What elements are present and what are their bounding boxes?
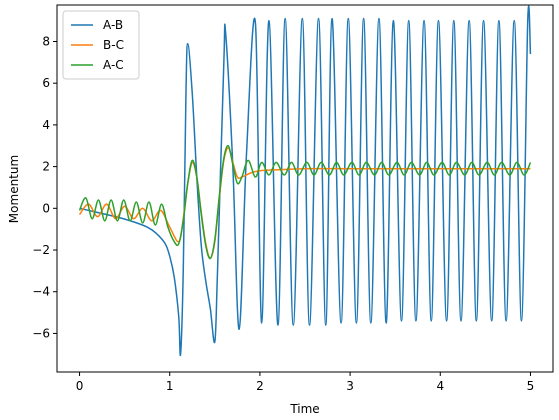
- y-tick-label: 0: [42, 201, 50, 215]
- x-tick-label: 2: [256, 379, 264, 393]
- x-tick-label: 3: [346, 379, 354, 393]
- y-axis-label: Momentum: [7, 155, 21, 223]
- y-tick-label: −6: [32, 326, 50, 340]
- series-line-a-c: [78, 144, 532, 260]
- x-axis: 0 1 2 3 4 5: [76, 372, 535, 393]
- legend-label-a-c: A-C: [103, 58, 124, 72]
- y-tick-label: 4: [42, 118, 50, 132]
- y-tick-label: −4: [32, 285, 50, 299]
- series-line-a-b: [79, 5, 532, 357]
- y-axis: −6 −4 −2 0 2 4 6 8: [32, 34, 57, 340]
- legend-label-a-b: A-B: [103, 18, 123, 32]
- y-tick-label: 6: [42, 76, 50, 90]
- x-tick-label: 5: [527, 379, 535, 393]
- y-tick-label: 2: [42, 160, 50, 174]
- plot-frame: [56, 4, 554, 373]
- x-tick-label: 0: [76, 379, 84, 393]
- y-tick-label: −2: [32, 243, 50, 257]
- legend-label-b-c: B-C: [103, 38, 124, 52]
- legend-box: [62, 10, 140, 80]
- x-axis-label: Time: [289, 402, 319, 416]
- y-tick-label: 8: [42, 34, 50, 48]
- x-tick-label: 4: [436, 379, 444, 393]
- x-tick-label: 1: [166, 379, 174, 393]
- plot-series-group: [78, 5, 532, 357]
- legend: A-B B-C A-C: [62, 10, 140, 80]
